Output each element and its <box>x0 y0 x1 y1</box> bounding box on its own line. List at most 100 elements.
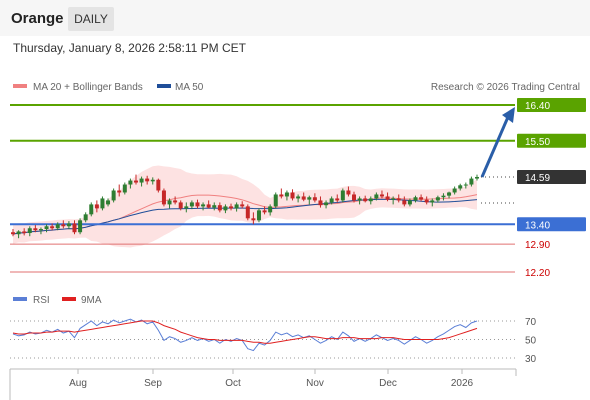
candle <box>312 193 317 203</box>
candle <box>83 212 88 223</box>
candle-body <box>173 200 178 203</box>
level-label-14.59: 14.59 <box>525 173 550 184</box>
level-tag-15.50 <box>517 133 586 148</box>
candle-body <box>106 200 111 205</box>
candle-body <box>296 196 301 199</box>
forecast-arrow-layer <box>480 107 515 178</box>
candle <box>106 198 111 207</box>
candle-body <box>195 202 200 207</box>
candle-body <box>100 198 105 209</box>
rsi-tick-70: 70 <box>525 317 537 328</box>
ma50-legend-label: MA 50 <box>175 82 204 93</box>
candle <box>195 199 200 209</box>
candle-body <box>279 194 284 197</box>
candle-body <box>290 192 295 199</box>
candle-body <box>335 198 340 201</box>
candle <box>201 202 206 211</box>
candle <box>167 198 172 209</box>
candle <box>469 176 474 187</box>
x-axis: Aug Sep Oct Nov Dec 2026 <box>9 368 517 400</box>
candle <box>475 174 479 181</box>
rsi-ma-line <box>12 320 478 344</box>
candle-body <box>11 232 15 235</box>
candle-body <box>38 229 43 231</box>
candle-body <box>50 226 55 229</box>
candle <box>463 182 468 189</box>
candle-body <box>94 204 99 209</box>
candle-body <box>55 224 60 229</box>
candle <box>229 203 234 211</box>
candle-body <box>184 206 189 209</box>
candle <box>156 178 161 193</box>
candle <box>391 196 396 205</box>
candlestick-layer <box>11 174 479 239</box>
timestamp: Thursday, January 8, 2026 2:58:11 PM CET <box>13 41 247 55</box>
candle-body <box>352 194 357 201</box>
candle <box>11 229 15 237</box>
level-label-13.40: 13.40 <box>525 220 550 231</box>
candle-body <box>273 194 278 207</box>
level-label-12.20: 12.20 <box>525 268 550 279</box>
candle <box>262 206 267 215</box>
candle <box>284 190 289 201</box>
candle-body <box>61 224 66 227</box>
candle <box>33 225 38 233</box>
symbol-title: Orange <box>11 10 64 27</box>
candle-body <box>217 205 222 211</box>
candle <box>22 228 27 236</box>
candle-body <box>133 180 138 183</box>
candle <box>240 201 245 209</box>
candle <box>379 190 384 199</box>
candle-body <box>167 200 172 205</box>
candle <box>435 195 440 203</box>
candle <box>368 196 373 205</box>
period-badge[interactable]: DAILY <box>68 7 114 31</box>
candle <box>111 188 116 203</box>
rsi-tick-30: 30 <box>525 354 537 365</box>
candle <box>161 188 166 207</box>
candle-body <box>329 198 334 203</box>
candle <box>279 188 284 199</box>
candle <box>452 186 457 195</box>
candle <box>184 202 189 213</box>
candle-body <box>307 197 312 200</box>
candle <box>89 202 94 217</box>
candle-body <box>301 196 306 200</box>
candle <box>234 202 239 212</box>
candle-body <box>212 205 217 208</box>
candle <box>385 192 390 202</box>
bollinger-band-layer <box>13 165 477 248</box>
candle-body <box>430 200 435 203</box>
x-tick-label: 2026 <box>451 378 474 389</box>
candle <box>27 226 32 237</box>
copyright-text: Research © 2026 Trading Central <box>431 82 580 93</box>
rsi-line <box>12 318 478 352</box>
candle-body <box>262 210 267 213</box>
candle <box>145 175 150 185</box>
candle <box>66 221 71 230</box>
candle <box>189 200 194 210</box>
rsi-tick-50: 50 <box>525 336 537 347</box>
candle <box>413 195 418 203</box>
candle-body <box>419 197 424 200</box>
candle <box>61 220 66 229</box>
candle-body <box>391 198 396 200</box>
candle <box>117 184 122 197</box>
candle <box>38 227 43 235</box>
x-tick-label: Dec <box>379 378 397 389</box>
forecast-arrow-shaft <box>480 116 510 178</box>
candle <box>441 193 446 201</box>
candle-body <box>44 226 49 230</box>
candle <box>424 196 429 205</box>
candle <box>223 204 228 214</box>
candle <box>458 183 463 191</box>
candle-body <box>223 206 228 211</box>
candle-body <box>435 197 440 201</box>
rsi-ma-legend-label: 9MA <box>81 295 102 306</box>
candle-body <box>268 206 273 213</box>
candle <box>44 224 49 233</box>
candle <box>407 198 412 207</box>
candle-body <box>324 202 329 206</box>
x-tick-label: Nov <box>306 378 324 389</box>
candle <box>290 189 295 201</box>
